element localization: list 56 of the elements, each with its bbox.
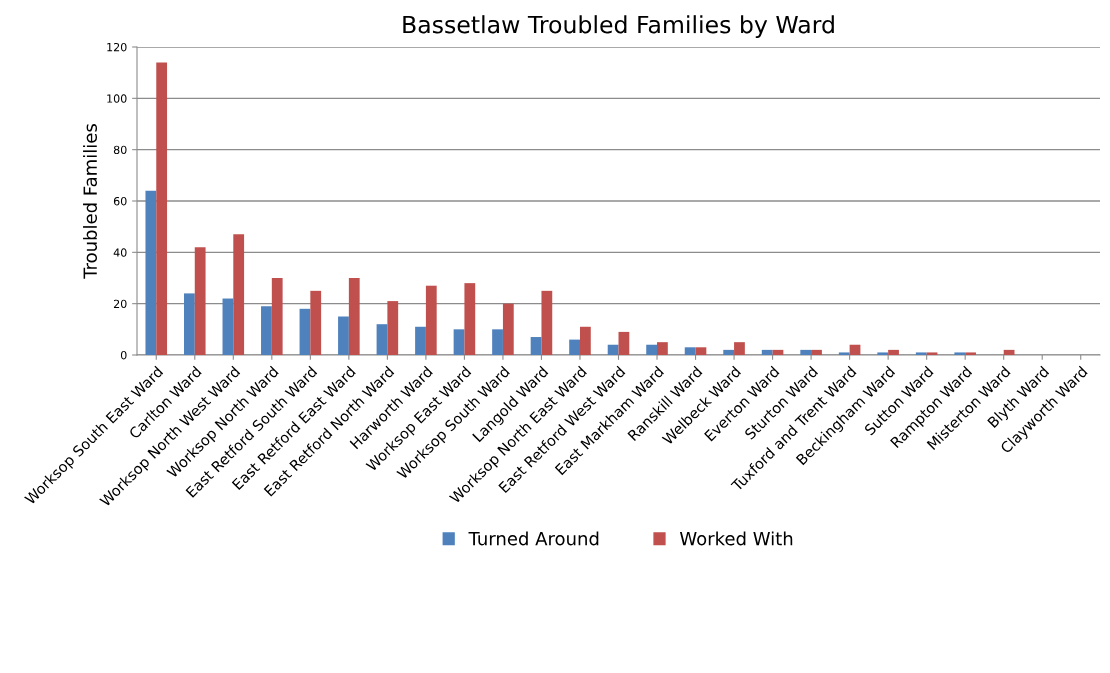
y-tick-label: 80 [113, 145, 127, 155]
legend-label: Worked With [679, 531, 793, 546]
bar [695, 347, 707, 355]
bar [541, 290, 553, 355]
y-tick-label: 120 [107, 42, 127, 52]
bar [233, 234, 245, 355]
bar [387, 301, 399, 355]
bar [194, 247, 206, 355]
bar [183, 293, 195, 355]
bar [657, 342, 668, 355]
bar [222, 298, 234, 355]
bar [723, 349, 735, 355]
bar [348, 278, 360, 355]
bar [926, 352, 938, 355]
bar [453, 329, 465, 355]
y-tick-label: 40 [113, 248, 127, 257]
y-tick-label: 100 [107, 94, 127, 103]
bar [811, 349, 822, 355]
bar [761, 349, 773, 355]
bar [502, 303, 514, 355]
bar [579, 326, 591, 355]
bar [492, 329, 503, 355]
y-tick-label: 20 [113, 299, 127, 309]
bar [915, 352, 927, 355]
bar [618, 331, 630, 355]
bar [156, 62, 168, 355]
bar [338, 316, 349, 355]
bar [1003, 349, 1015, 355]
bar [888, 349, 899, 355]
y-tick-label: 0 [120, 350, 127, 360]
bar [261, 306, 272, 355]
bar [310, 290, 322, 355]
chart-title: Bassetlaw Troubled Families by Ward [403, 15, 834, 39]
bar [530, 337, 542, 355]
bar [849, 344, 861, 355]
bar [299, 308, 311, 355]
bar [569, 339, 580, 355]
bar [464, 283, 476, 355]
bar [800, 349, 812, 355]
bar [607, 344, 619, 355]
bar [646, 344, 658, 355]
bar [684, 347, 696, 355]
bar [877, 352, 889, 355]
bar [425, 285, 437, 355]
bar [376, 324, 388, 355]
bar [271, 278, 283, 355]
legend-label: Turned Around [468, 531, 599, 546]
bar [838, 352, 850, 355]
bar [145, 190, 157, 355]
bar [734, 342, 745, 355]
bar [954, 352, 966, 355]
bar [415, 326, 426, 355]
bar [772, 349, 784, 355]
y-axis-title: Troubled Families [83, 124, 98, 279]
bar [965, 352, 976, 355]
y-tick-label: 60 [113, 196, 127, 206]
